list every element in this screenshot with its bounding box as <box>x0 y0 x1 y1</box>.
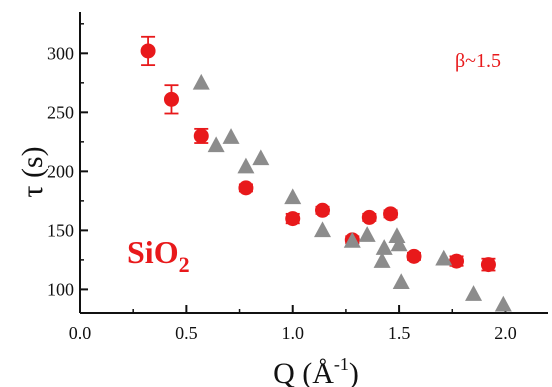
y-tick-label: 150 <box>47 220 74 240</box>
beta-annotation: β~1.5 <box>455 50 501 72</box>
y-tick-label: 250 <box>47 102 74 122</box>
triangle-point <box>494 295 512 312</box>
circle-point <box>193 128 209 144</box>
x-axis-title-main: Q (Å <box>273 357 334 387</box>
triangle-point <box>435 249 453 266</box>
circle-point <box>406 248 422 264</box>
material-label-main: SiO <box>127 234 179 270</box>
triangle-point <box>390 235 408 252</box>
material-label-subscript: 2 <box>179 252 190 277</box>
x-tick-label: 0.0 <box>69 323 92 343</box>
circle-point <box>163 91 179 107</box>
material-label: SiO2 <box>127 234 190 277</box>
triangle-point <box>358 226 376 242</box>
circle-point <box>238 180 254 196</box>
x-axis-title-superscript: -1 <box>334 354 349 374</box>
triangle-point <box>207 136 225 153</box>
x-tick-label: 2.0 <box>494 323 517 343</box>
triangle-point <box>375 239 393 255</box>
axes <box>79 12 548 314</box>
triangle-point <box>237 157 255 174</box>
triangle-point <box>252 149 270 166</box>
circle-point <box>480 257 496 273</box>
circle-point <box>140 43 156 59</box>
triangle-point <box>314 221 332 238</box>
x-axis-title: Q (Å-1) <box>273 354 359 387</box>
triangle-point <box>284 188 302 205</box>
circle-point <box>383 206 399 222</box>
triangle-point <box>222 128 240 144</box>
data-points <box>140 43 512 312</box>
triangle-point <box>392 273 410 290</box>
x-tick-label: 1.0 <box>281 323 304 343</box>
y-tick-label: 200 <box>47 161 74 181</box>
circle-point <box>449 253 465 269</box>
x-tick-label: 1.5 <box>388 323 411 343</box>
circle-point <box>315 202 331 218</box>
circle-point <box>361 209 377 225</box>
triangle-point <box>373 252 391 268</box>
x-tick-label: 0.5 <box>175 323 198 343</box>
y-tick-label: 300 <box>47 43 74 63</box>
triangle-point <box>465 285 483 301</box>
circle-point <box>285 211 301 227</box>
y-tick-label: 100 <box>47 279 74 299</box>
ticks: 0.0 0.5 1.0 1.5 2.0 100 150 200 250 300 <box>47 23 517 343</box>
triangle-point <box>343 231 361 248</box>
triangle-point <box>192 73 210 90</box>
triangle-point <box>388 227 406 244</box>
y-axis-title: τ (s) <box>16 146 49 197</box>
x-axis-title-close: ) <box>349 357 359 387</box>
